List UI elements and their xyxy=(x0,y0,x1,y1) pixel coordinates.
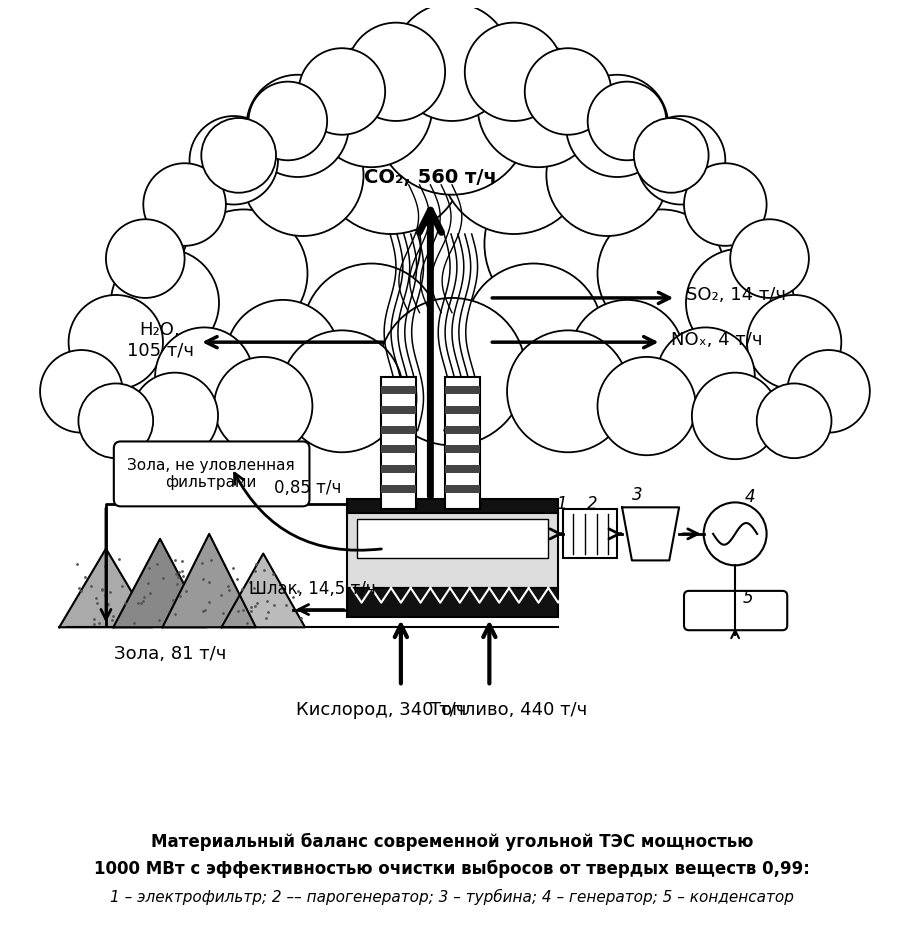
Bar xyxy=(381,376,415,509)
Text: 1000 МВт с эффективностью очистки выбросов от твердых веществ 0,99:: 1000 МВт с эффективностью очистки выброс… xyxy=(94,860,809,878)
Circle shape xyxy=(248,81,327,160)
Circle shape xyxy=(703,503,766,565)
Circle shape xyxy=(464,22,563,121)
Circle shape xyxy=(310,45,432,168)
Polygon shape xyxy=(221,553,304,627)
Circle shape xyxy=(226,300,340,414)
Circle shape xyxy=(303,264,440,402)
Circle shape xyxy=(633,118,708,193)
Circle shape xyxy=(787,350,869,432)
Bar xyxy=(381,406,415,414)
Circle shape xyxy=(507,330,628,452)
Circle shape xyxy=(317,86,464,234)
Bar xyxy=(357,519,548,559)
Bar xyxy=(381,446,415,453)
Text: 3: 3 xyxy=(631,486,641,504)
Circle shape xyxy=(298,49,385,135)
Circle shape xyxy=(484,166,641,323)
FancyBboxPatch shape xyxy=(684,591,787,630)
Circle shape xyxy=(111,249,219,357)
Polygon shape xyxy=(60,548,153,627)
Bar xyxy=(444,465,479,473)
Bar xyxy=(381,426,415,433)
Bar xyxy=(444,426,479,433)
Text: Топливо, 440 т/ч: Топливо, 440 т/ч xyxy=(430,701,587,719)
Circle shape xyxy=(347,22,444,121)
Text: 1: 1 xyxy=(555,495,566,513)
Bar xyxy=(444,387,479,394)
Text: 1 – электрофильтр; 2 –– парогенератор; 3 – турбина; 4 – генератор; 5 – конденсат: 1 – электрофильтр; 2 –– парогенератор; 3… xyxy=(110,888,793,905)
Circle shape xyxy=(349,121,554,328)
Circle shape xyxy=(69,295,163,389)
Polygon shape xyxy=(163,534,256,627)
Circle shape xyxy=(180,210,307,337)
Text: CO₂, 560 т/ч: CO₂, 560 т/ч xyxy=(364,168,497,187)
Text: 0,85 т/ч: 0,85 т/ч xyxy=(274,478,340,497)
Circle shape xyxy=(377,298,526,446)
Circle shape xyxy=(587,81,666,160)
Circle shape xyxy=(746,295,841,389)
Text: NOₓ, 4 т/ч: NOₓ, 4 т/ч xyxy=(671,331,762,349)
Bar xyxy=(444,406,479,414)
Circle shape xyxy=(106,219,184,298)
Circle shape xyxy=(214,357,312,455)
Circle shape xyxy=(40,350,123,432)
Text: Кислород, 340 т/ч: Кислород, 340 т/ч xyxy=(295,701,466,719)
Circle shape xyxy=(373,37,530,195)
Bar xyxy=(444,376,479,509)
Bar xyxy=(347,588,557,618)
Text: Шлак, 14,5 т/ч: Шлак, 14,5 т/ч xyxy=(248,579,376,598)
Circle shape xyxy=(684,163,766,246)
Circle shape xyxy=(131,373,218,460)
Circle shape xyxy=(730,219,808,298)
Circle shape xyxy=(247,75,349,177)
Circle shape xyxy=(190,116,278,205)
Text: 4: 4 xyxy=(744,489,754,506)
Circle shape xyxy=(440,86,587,234)
Circle shape xyxy=(691,373,777,460)
Circle shape xyxy=(685,249,793,357)
Text: SO₂, 14 т/ч: SO₂, 14 т/ч xyxy=(685,286,785,304)
Circle shape xyxy=(597,357,695,455)
Circle shape xyxy=(656,328,754,426)
Bar xyxy=(381,387,415,394)
Circle shape xyxy=(393,3,510,121)
Text: 2: 2 xyxy=(587,495,597,513)
FancyBboxPatch shape xyxy=(114,442,309,506)
Text: Зола, не уловленная
фильтрами: Зола, не уловленная фильтрами xyxy=(127,458,294,490)
Circle shape xyxy=(144,163,226,246)
Circle shape xyxy=(241,114,363,236)
Text: 5: 5 xyxy=(741,589,752,607)
Circle shape xyxy=(636,116,724,205)
Circle shape xyxy=(477,45,599,168)
Bar xyxy=(381,485,415,492)
Bar xyxy=(444,485,479,492)
Circle shape xyxy=(524,49,610,135)
Bar xyxy=(347,500,557,513)
Circle shape xyxy=(570,300,684,414)
Circle shape xyxy=(597,210,724,337)
Polygon shape xyxy=(621,507,678,561)
Text: Зола, 81 т/ч: Зола, 81 т/ч xyxy=(114,645,226,663)
Circle shape xyxy=(79,384,153,458)
Circle shape xyxy=(464,264,601,402)
Circle shape xyxy=(545,114,667,236)
Bar xyxy=(444,446,479,453)
Circle shape xyxy=(155,328,253,426)
Polygon shape xyxy=(113,539,207,627)
Circle shape xyxy=(263,166,420,323)
Text: Материальный баланс современной угольной ТЭС мощностью: Материальный баланс современной угольной… xyxy=(151,832,752,851)
Bar xyxy=(381,465,415,473)
Circle shape xyxy=(281,330,403,452)
Circle shape xyxy=(756,384,831,458)
Bar xyxy=(563,509,617,559)
Text: H₂O,
105 т/ч: H₂O, 105 т/ч xyxy=(126,321,193,359)
Circle shape xyxy=(201,118,275,193)
Circle shape xyxy=(565,75,667,177)
Bar xyxy=(347,513,557,588)
